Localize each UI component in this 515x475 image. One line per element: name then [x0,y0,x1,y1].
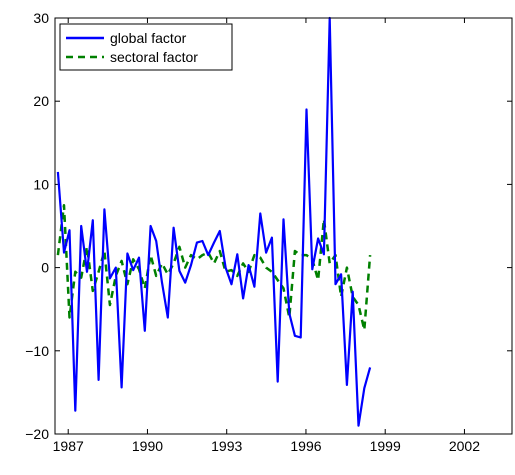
legend-box [59,23,233,71]
x-tick-label: 1987 [53,438,84,454]
y-tick-label: −20 [25,426,49,442]
legend-label: sectoral factor [110,49,198,65]
x-tick-label: 1999 [370,438,401,454]
legend-label: global factor [110,30,187,46]
x-tick-label: 1996 [290,438,321,454]
y-tick-label: −10 [25,343,49,359]
y-axis-ticks: −20 −10 0 10 20 30 [25,10,512,442]
x-axis-ticks: 1987 1990 1993 1996 1999 2002 [53,18,480,454]
series-layer [56,16,372,427]
x-tick-label: 2002 [449,438,480,454]
x-tick-label: 1990 [132,438,163,454]
series-line-global-factor [56,16,372,427]
y-tick-label: 10 [33,176,49,192]
y-tick-label: 0 [41,260,49,276]
x-tick-label: 1993 [211,438,242,454]
legend: global factor sectoral factor [59,23,233,71]
series-line-sectoral-factor [56,203,372,332]
y-tick-label: 20 [33,93,49,109]
plot-frame [54,17,513,435]
y-tick-label: 30 [33,10,49,26]
